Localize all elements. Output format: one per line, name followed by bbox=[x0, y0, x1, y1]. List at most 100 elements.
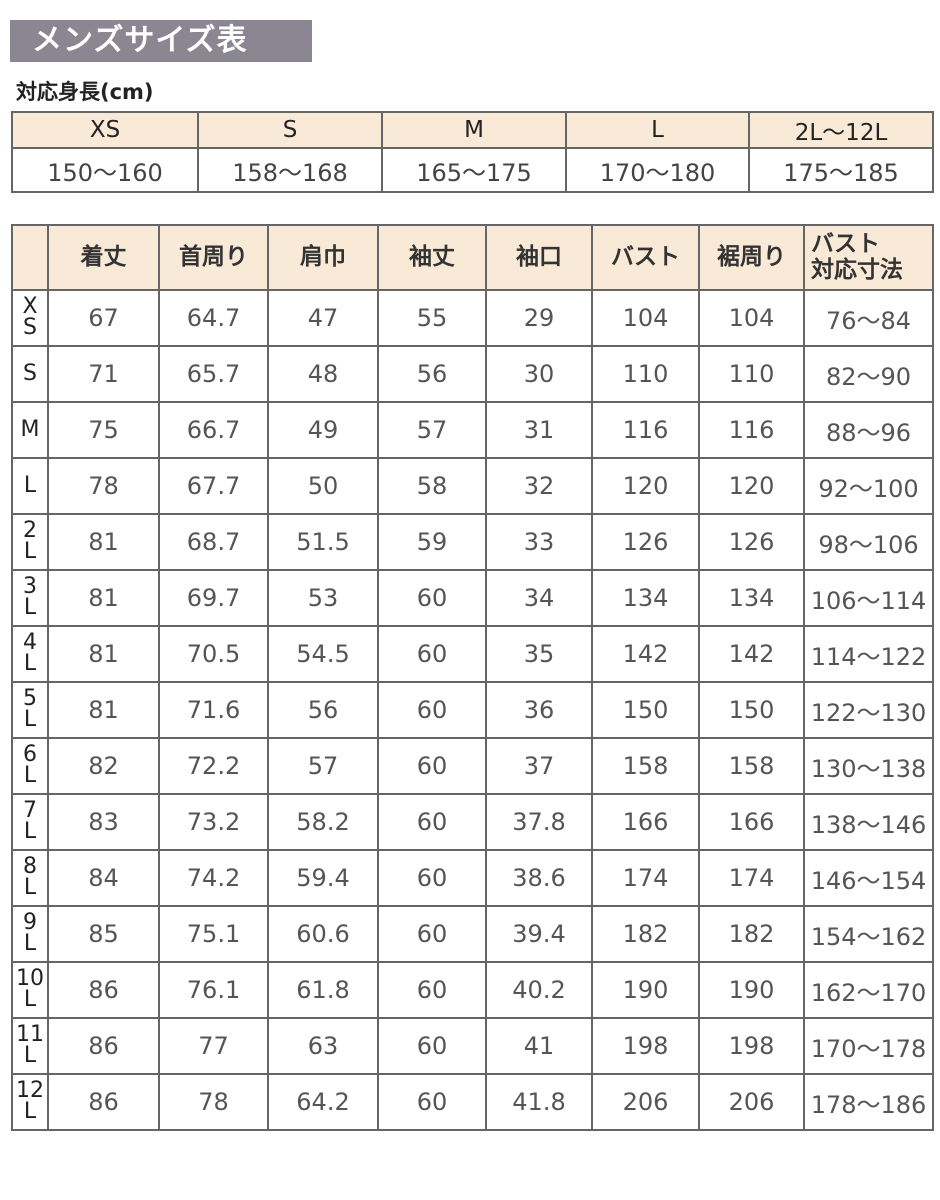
size-label: S bbox=[11, 345, 49, 403]
measurement-cell: 126 bbox=[591, 513, 700, 571]
measurement-cell: 82 bbox=[47, 737, 160, 795]
measurement-cell: 71.6 bbox=[158, 681, 269, 739]
measurement-cell: 84 bbox=[47, 849, 160, 907]
size-label-part: 3 bbox=[23, 574, 37, 600]
size-label-part: L bbox=[23, 1099, 37, 1124]
measurement-cell: 206 bbox=[698, 1073, 805, 1131]
table-row: S 71 65.7 48 56 30 110 110 82〜90 bbox=[11, 345, 934, 403]
measurement-cell: 60 bbox=[377, 737, 487, 795]
measurement-cell: 57 bbox=[267, 737, 379, 795]
measurement-cell: 86 bbox=[47, 1073, 160, 1131]
height-range-cell: 150〜160 bbox=[11, 147, 199, 193]
column-header: 裾周り bbox=[698, 224, 805, 291]
size-label-part: L bbox=[23, 651, 37, 676]
measurement-cell: 130〜138 bbox=[803, 737, 934, 795]
measurement-cell: 64.2 bbox=[267, 1073, 379, 1131]
measurement-cell: 49 bbox=[267, 401, 379, 459]
column-header-line2: 対応寸法 bbox=[811, 256, 903, 283]
measurement-cell: 58.2 bbox=[267, 793, 379, 851]
measurement-cell: 162〜170 bbox=[803, 961, 934, 1019]
size-label-part: 7 bbox=[23, 798, 37, 824]
measurement-cell: 48 bbox=[267, 345, 379, 403]
measurement-cell: 51.5 bbox=[267, 513, 379, 571]
measurement-cell: 76〜84 bbox=[803, 289, 934, 347]
height-section-label: 対応身長(cm) bbox=[16, 80, 154, 104]
measurement-cell: 86 bbox=[47, 961, 160, 1019]
measurement-cell: 170〜178 bbox=[803, 1017, 934, 1075]
table-row: L 78 67.7 50 58 32 120 120 92〜100 bbox=[11, 457, 934, 515]
measurement-cell: 54.5 bbox=[267, 625, 379, 683]
measurement-cell: 77 bbox=[158, 1017, 269, 1075]
measurement-cell: 60 bbox=[377, 1017, 487, 1075]
measurement-cell: 81 bbox=[47, 513, 160, 571]
measurement-cell: 59.4 bbox=[267, 849, 379, 907]
measurement-cell: 50 bbox=[267, 457, 379, 515]
height-size-header: M bbox=[381, 111, 567, 149]
measurement-cell: 122〜130 bbox=[803, 681, 934, 739]
measurement-cell: 104 bbox=[591, 289, 700, 347]
table-row: 12 L 86 78 64.2 60 41.8 206 206 178〜186 bbox=[11, 1073, 934, 1131]
table-row: 9 L 85 75.1 60.6 60 39.4 182 182 154〜162 bbox=[11, 905, 934, 963]
size-label: 12 L bbox=[11, 1073, 49, 1131]
size-label-part: 8 bbox=[23, 854, 37, 880]
measurement-cell: 41.8 bbox=[485, 1073, 593, 1131]
measurement-cell: 116 bbox=[591, 401, 700, 459]
size-label-part: L bbox=[23, 931, 37, 956]
measurement-cell: 182 bbox=[698, 905, 805, 963]
size-label-part: 10 bbox=[16, 966, 44, 992]
measurement-cell: 158 bbox=[591, 737, 700, 795]
height-table: XS S M L 2L〜12L 150〜160 158〜168 165〜175 170〜180… bbox=[11, 111, 934, 193]
column-header: バスト 対応寸法 bbox=[803, 224, 934, 291]
measurement-cell: 120 bbox=[698, 457, 805, 515]
measurement-cell: 63 bbox=[267, 1017, 379, 1075]
measurement-cell: 67 bbox=[47, 289, 160, 347]
table-row: 6 L 82 72.2 57 60 37 158 158 130〜138 bbox=[11, 737, 934, 795]
table-row: 3 L 81 69.7 53 60 34 134 134 106〜114 bbox=[11, 569, 934, 627]
measurement-cell: 68.7 bbox=[158, 513, 269, 571]
height-header-row: XS S M L 2L〜12L bbox=[11, 111, 934, 149]
height-range-cell: 165〜175 bbox=[381, 147, 567, 193]
height-value-row: 150〜160 158〜168 165〜175 170〜180 175〜185 bbox=[11, 147, 934, 193]
height-size-header: S bbox=[197, 111, 383, 149]
measurement-cell: 142 bbox=[591, 625, 700, 683]
size-label-part: X bbox=[22, 294, 38, 320]
measurement-cell: 82〜90 bbox=[803, 345, 934, 403]
table-row: 2 L 81 68.7 51.5 59 33 126 126 98〜106 bbox=[11, 513, 934, 571]
measurement-cell: 32 bbox=[485, 457, 593, 515]
size-label-part: 6 bbox=[23, 742, 37, 768]
measurement-cell: 60 bbox=[377, 905, 487, 963]
measurement-cell: 120 bbox=[591, 457, 700, 515]
table-row: 8 L 84 74.2 59.4 60 38.6 174 174 146〜154 bbox=[11, 849, 934, 907]
measurement-cell: 106〜114 bbox=[803, 569, 934, 627]
column-header: バスト bbox=[591, 224, 700, 291]
size-label-part: S bbox=[23, 315, 37, 340]
measurement-cell: 70.5 bbox=[158, 625, 269, 683]
column-header: 着丈 bbox=[47, 224, 160, 291]
size-label: 11 L bbox=[11, 1017, 49, 1075]
measurement-cell: 81 bbox=[47, 681, 160, 739]
measurement-cell: 29 bbox=[485, 289, 593, 347]
measurement-cell: 190 bbox=[698, 961, 805, 1019]
measurement-cell: 57 bbox=[377, 401, 487, 459]
measurement-cell: 56 bbox=[377, 345, 487, 403]
measurement-cell: 33 bbox=[485, 513, 593, 571]
height-range-cell: 170〜180 bbox=[565, 147, 750, 193]
size-table: 着丈 首周り 肩巾 袖丈 袖口 バスト 裾周り バスト 対応寸法 X S 67 64.7 47 55 29 1… bbox=[11, 224, 934, 1131]
measurement-cell: 178〜186 bbox=[803, 1073, 934, 1131]
measurement-cell: 81 bbox=[47, 569, 160, 627]
measurement-cell: 126 bbox=[698, 513, 805, 571]
size-label-part: L bbox=[23, 875, 37, 900]
measurement-cell: 72.2 bbox=[158, 737, 269, 795]
measurement-cell: 60 bbox=[377, 793, 487, 851]
measurement-cell: 110 bbox=[591, 345, 700, 403]
column-header: 首周り bbox=[158, 224, 269, 291]
size-label-part: S bbox=[23, 360, 37, 386]
size-label-part: M bbox=[20, 416, 40, 442]
measurement-cell: 146〜154 bbox=[803, 849, 934, 907]
size-label-part: L bbox=[23, 819, 37, 844]
